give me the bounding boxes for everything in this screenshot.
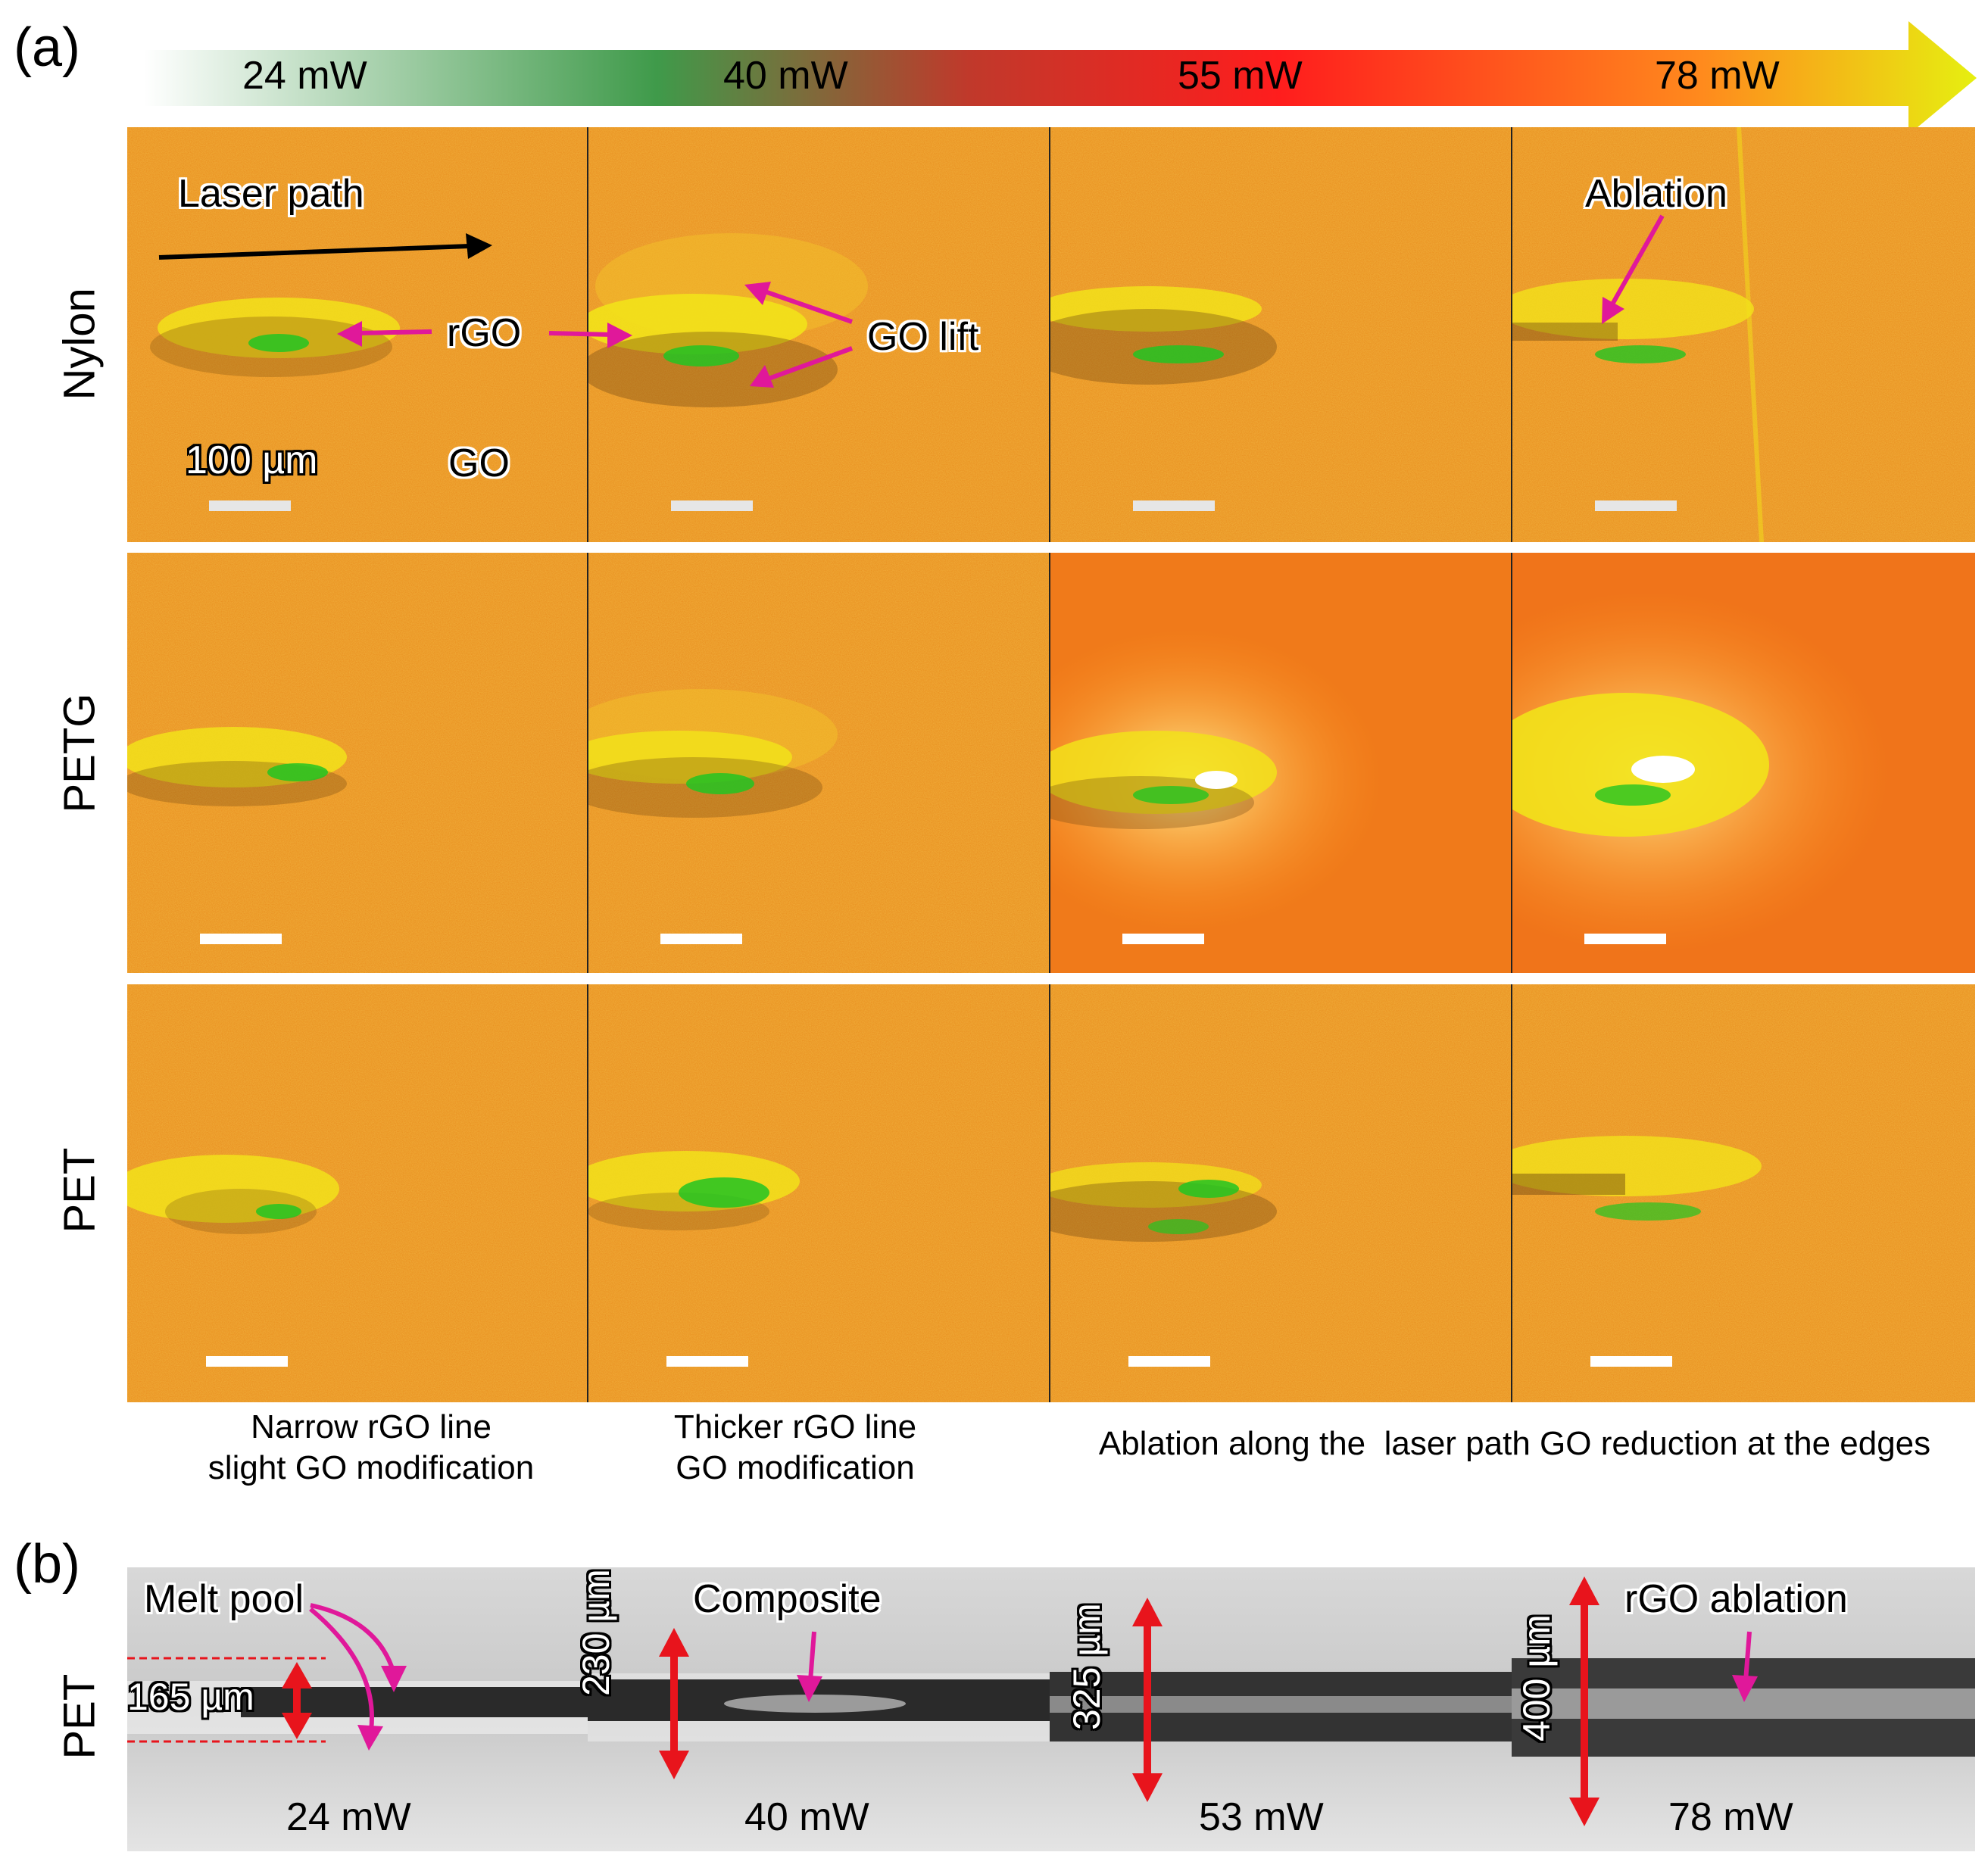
optical-image-53mw	[1050, 1567, 1512, 1851]
power-label-40: 40 mW	[723, 54, 848, 98]
annotation-go-lift: GO lift	[867, 315, 979, 359]
power-gradient-arrow	[144, 21, 1977, 135]
micrograph-pet-55mw	[1050, 984, 1512, 1402]
column-divider	[1049, 127, 1050, 1402]
width-label-400: 400 µm	[1515, 1614, 1558, 1741]
scale-bar	[1133, 500, 1215, 511]
micrograph-petg-78mw	[1512, 553, 1975, 973]
scale-bar	[1595, 500, 1677, 511]
caption-col2-line2: GO modification	[676, 1449, 915, 1486]
scale-bar	[660, 934, 742, 944]
scale-bar	[666, 1356, 748, 1367]
row-label-pet: PET	[55, 1147, 105, 1233]
scale-bar	[209, 500, 291, 511]
scale-bar	[1122, 934, 1204, 944]
scale-bar	[200, 934, 282, 944]
caption-col1: Narrow rGO line slight GO modification	[189, 1407, 553, 1489]
micrograph-pet-78mw	[1512, 984, 1975, 1402]
optical-image-40mw	[588, 1567, 1050, 1851]
annotation-melt-pool: Melt pool	[144, 1577, 304, 1621]
annotation-scale-100um: 100 µm	[186, 438, 318, 482]
panel-b-label: (b)	[14, 1534, 80, 1595]
caption-col1-line1: Narrow rGO line	[251, 1408, 492, 1445]
micrograph-nylon-55mw	[1050, 127, 1512, 542]
scale-bar	[1584, 934, 1666, 944]
caption-col34: Ablation along the laser path GO reducti…	[1098, 1425, 1931, 1462]
width-label-325: 325 µm	[1066, 1603, 1108, 1730]
annotation-go: GO	[448, 441, 510, 485]
width-label-165: 165 µm	[127, 1676, 254, 1718]
micrograph-pet-24mw	[127, 984, 588, 1402]
power-label-78: 78 mW	[1655, 54, 1780, 98]
caption-col1-line2: slight GO modification	[208, 1449, 535, 1486]
optical-image-24mw	[127, 1567, 588, 1851]
power-label-24: 24 mW	[242, 54, 367, 98]
annotation-rgo-ablation: rGO ablation	[1624, 1577, 1848, 1621]
annotation-laser-path: Laser path	[178, 172, 364, 216]
micrograph-petg-40mw	[588, 553, 1050, 973]
row-label-petg: PETG	[55, 693, 105, 813]
micrograph-petg-55mw	[1050, 553, 1512, 973]
power-b-40: 40 mW	[744, 1795, 869, 1839]
column-divider	[1511, 127, 1512, 1402]
column-divider	[587, 127, 588, 1402]
scale-bar	[206, 1356, 288, 1367]
panel-a-label: (a)	[14, 17, 80, 78]
micrograph-petg-24mw	[127, 553, 588, 973]
scale-bar	[1590, 1356, 1672, 1367]
annotation-ablation: Ablation	[1585, 172, 1727, 216]
power-label-55: 55 mW	[1178, 54, 1303, 98]
annotation-arrows-b	[127, 1576, 1758, 1826]
row-divider	[127, 973, 1975, 984]
annotation-rgo: rGO	[447, 311, 522, 355]
power-b-78: 78 mW	[1668, 1795, 1793, 1839]
caption-col2: Thicker rGO line GO modification	[629, 1407, 962, 1489]
micrograph-pet-40mw	[588, 984, 1050, 1402]
scale-bar	[671, 500, 753, 511]
row-divider	[127, 542, 1975, 553]
micrograph-nylon-78mw	[1512, 127, 1975, 542]
width-label-230: 230 µm	[575, 1569, 617, 1696]
annotation-arrows-a	[158, 214, 1665, 388]
power-b-24: 24 mW	[286, 1795, 411, 1839]
power-b-53: 53 mW	[1199, 1795, 1324, 1839]
annotation-composite: Composite	[693, 1577, 882, 1621]
caption-col2-line1: Thicker rGO line	[673, 1408, 917, 1445]
scale-bar	[1128, 1356, 1210, 1367]
micrograph-nylon-40mw	[588, 127, 1050, 542]
